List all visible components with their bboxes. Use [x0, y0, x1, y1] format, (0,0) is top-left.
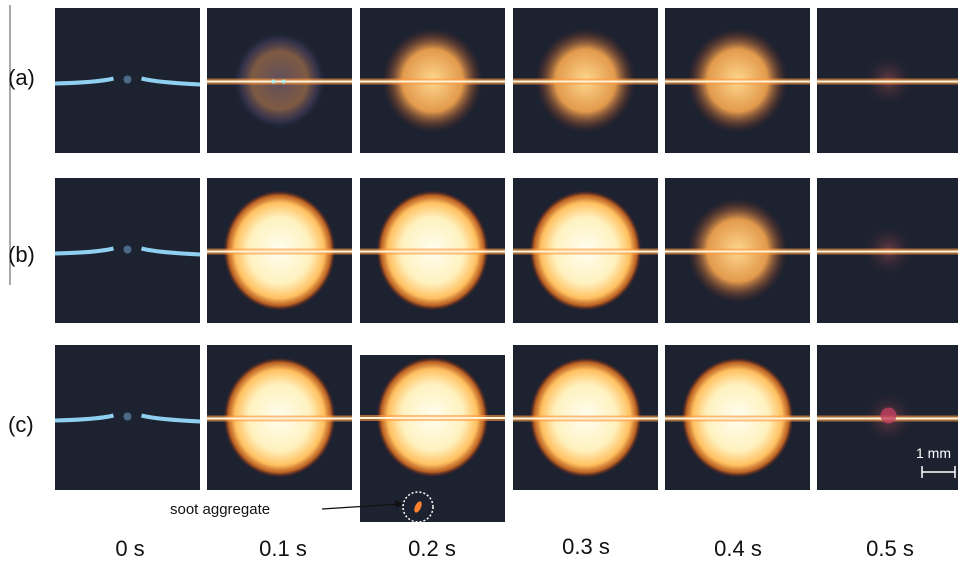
- time-label: 0.1 s: [259, 536, 307, 561]
- electrode: [141, 76, 201, 87]
- annotation-arrow: [321, 503, 401, 510]
- time-label: 0.2 s: [408, 536, 456, 561]
- photo-panel: [513, 178, 658, 323]
- droplet: [123, 245, 132, 254]
- panels: [54, 8, 958, 522]
- electrode: [54, 413, 114, 423]
- photo-panel: [665, 8, 810, 153]
- electrode: [141, 246, 201, 257]
- photo-panel: [54, 8, 201, 153]
- highlight-circle: [402, 491, 434, 523]
- time-label: 0.3 s: [562, 534, 610, 559]
- photo-panel: [54, 178, 201, 323]
- photo-panel: [665, 345, 810, 490]
- droplet: [281, 79, 286, 84]
- photo-panel: [817, 8, 958, 153]
- time-label: 0.5 s: [866, 536, 914, 561]
- photo-panel: [360, 355, 505, 522]
- photo-panel: [360, 8, 505, 153]
- photo-panel: [360, 178, 505, 323]
- photo-panel: [665, 178, 810, 323]
- photo-panel: [817, 178, 958, 323]
- arrow-head: [395, 500, 404, 508]
- photo-panel: [207, 345, 352, 490]
- row-label: (b): [8, 242, 35, 267]
- droplet: [123, 75, 132, 84]
- annotation: soot aggregate: [170, 501, 270, 518]
- time-label: 0 s: [115, 536, 144, 561]
- scale-label: 1 mm: [916, 445, 951, 461]
- time-label: 0.4 s: [714, 536, 762, 561]
- droplet: [271, 79, 276, 84]
- electrode: [54, 76, 114, 86]
- droplet: [123, 412, 132, 421]
- photo-panel: [207, 178, 352, 323]
- residue: [880, 407, 897, 424]
- photo-panel: [513, 8, 658, 153]
- electrode: [141, 413, 201, 424]
- photo-panel: [817, 345, 958, 490]
- row-label: (a): [8, 65, 35, 90]
- photo-panel: [513, 345, 658, 490]
- photo-panel: [54, 345, 201, 490]
- photo-panel: [207, 8, 352, 153]
- soot-particle: [414, 501, 422, 513]
- row-label: (c): [8, 412, 34, 437]
- electrode: [54, 246, 114, 256]
